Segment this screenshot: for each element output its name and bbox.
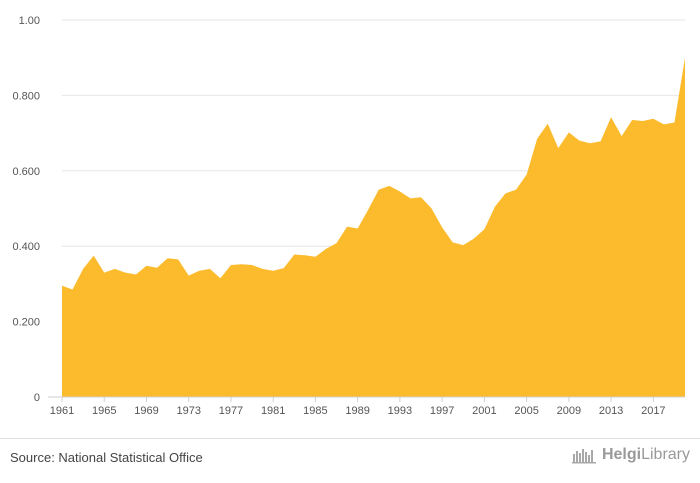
footer-divider — [0, 438, 700, 439]
y-tick-label: 0.200 — [12, 317, 40, 329]
x-tick-label: 2013 — [599, 405, 623, 417]
x-tick-label: 1985 — [303, 405, 327, 417]
y-axis: 0 0.200 0.400 0.600 0.800 1.00 — [12, 15, 40, 404]
y-tick-label: 0.800 — [12, 90, 40, 102]
area-series — [61, 57, 686, 397]
x-tick-label: 1973 — [176, 405, 200, 417]
x-tick-label: 1981 — [261, 405, 285, 417]
x-tick-label: 1993 — [388, 405, 412, 417]
x-tick-label: 2005 — [514, 405, 538, 417]
x-tick-label: 1961 — [50, 405, 74, 417]
x-axis: 1961 1965 1969 1973 1977 1981 1985 1989 1993 1997… — [48, 396, 685, 417]
y-tick-label: 0.600 — [12, 166, 40, 178]
y-tick-label: 1.00 — [19, 15, 40, 27]
area-chart: 1961 1965 1969 1973 1977 1981 1985 1989 1993 1997… — [12, 15, 686, 417]
x-tick-label: 2001 — [472, 405, 496, 417]
brand-logo[interactable]: HelgiLibrary — [571, 446, 690, 464]
brand-name: HelgiLibrary — [602, 446, 690, 464]
x-tick-label: 2009 — [557, 405, 581, 417]
helgi-library-logo-icon — [571, 449, 596, 464]
brand-name-regular: Library — [641, 446, 690, 463]
y-tick-label: 0 — [34, 392, 40, 404]
x-tick-label: 1977 — [219, 405, 243, 417]
y-tick-label: 0.400 — [12, 241, 40, 253]
brand-name-bold: Helgi — [601, 446, 642, 463]
source-note: Source: National Statistical Office — [10, 450, 203, 465]
x-tick-label: 2017 — [641, 405, 665, 417]
x-tick-label: 1969 — [134, 405, 158, 417]
x-tick-label: 1997 — [430, 405, 454, 417]
area-fill — [62, 57, 685, 397]
x-tick-label: 1965 — [92, 405, 116, 417]
x-tick-label: 1989 — [345, 405, 369, 417]
